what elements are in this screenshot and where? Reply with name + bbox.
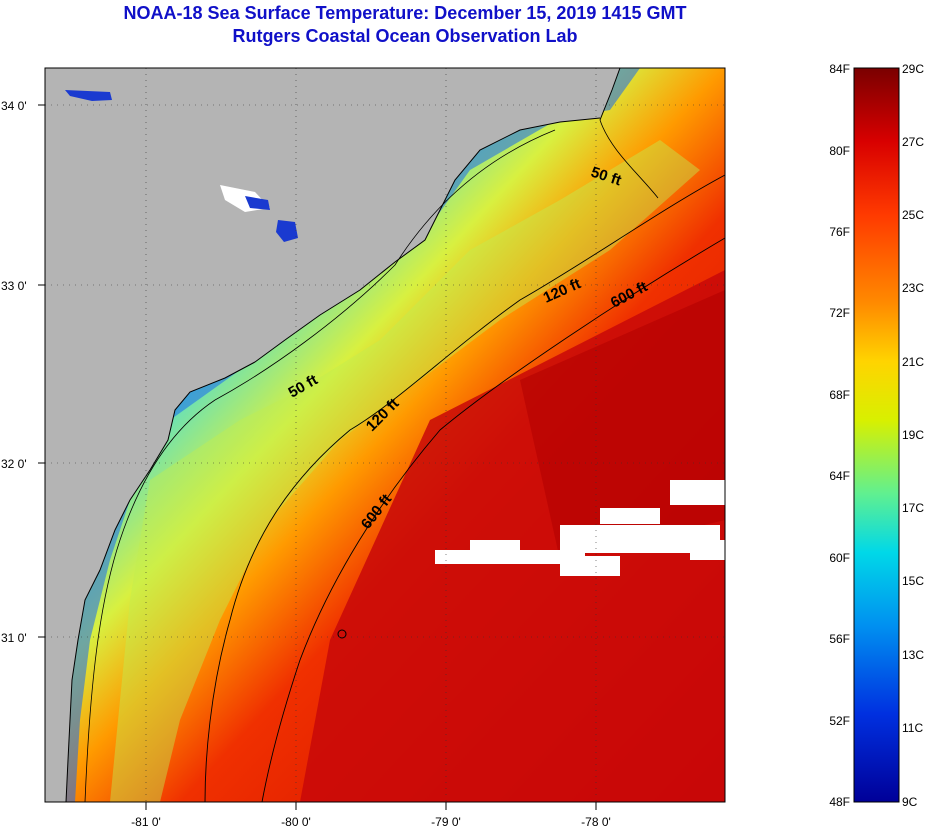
map-subtitle: Rutgers Coastal Ocean Observation Lab [232,26,578,46]
cb-c-11: 11C [902,721,923,735]
axis-ticks [38,104,597,810]
cb-f-72: 72F [829,306,850,320]
cb-f-64: 64F [829,469,850,483]
mid-shelf-water [110,140,700,802]
lat-label-31: 31 0' [1,631,27,645]
coastline-north [599,68,621,121]
lon-label-80: -80 0' [281,815,311,829]
contour-120ft [204,174,725,802]
station-marker [337,629,347,639]
cb-c-9: 9C [902,795,918,809]
cb-c-27: 27C [902,135,924,149]
map-title: NOAA-18 Sea Surface Temperature: Decembe… [123,3,687,23]
lon-label-78: -78 0' [581,815,611,829]
lat-label-32: 32 0' [1,457,27,471]
cb-f-48: 48F [829,795,850,809]
cb-f-52: 52F [829,714,850,728]
inland-water-4 [276,220,298,242]
cb-f-76: 76F [829,225,850,239]
colorbar-f-labels: 84F 80F 76F 72F 68F 64F 60F 56F 52F 48F [829,62,850,809]
cb-c-29: 29C [902,62,924,76]
inland-water-3 [245,196,270,210]
lat-label-33: 33 0' [1,279,27,293]
cb-f-68: 68F [829,388,850,402]
cb-c-15: 15C [902,574,924,588]
cb-c-13: 13C [902,648,924,662]
colorbar [853,67,900,803]
cloud-patches [435,480,725,576]
colorbar-c-labels: 29C 27C 25C 23C 21C 19C 17C 15C 13C 11C … [902,62,924,809]
lat-label-34: 34 0' [1,99,27,113]
cb-c-19: 19C [902,428,924,442]
map-frame [44,67,726,803]
cb-c-23: 23C [902,281,924,295]
inland-water-1 [65,90,112,101]
lon-label-81: -81 0' [131,815,161,829]
cb-c-21: 21C [902,355,924,369]
contour-50ft-north [599,119,659,199]
cb-c-17: 17C [902,501,924,515]
cb-c-25: 25C [902,208,924,222]
coastline [65,117,601,802]
land-mass [45,68,620,802]
map-frame-content [45,68,725,802]
cb-f-84: 84F [829,62,850,76]
graticule [45,68,725,802]
contour-600ft [261,237,725,802]
cb-f-56: 56F [829,632,850,646]
lon-label-79: -79 0' [431,815,461,829]
cb-f-80: 80F [829,144,850,158]
contour-50ft [84,129,556,802]
cb-f-60: 60F [829,551,850,565]
